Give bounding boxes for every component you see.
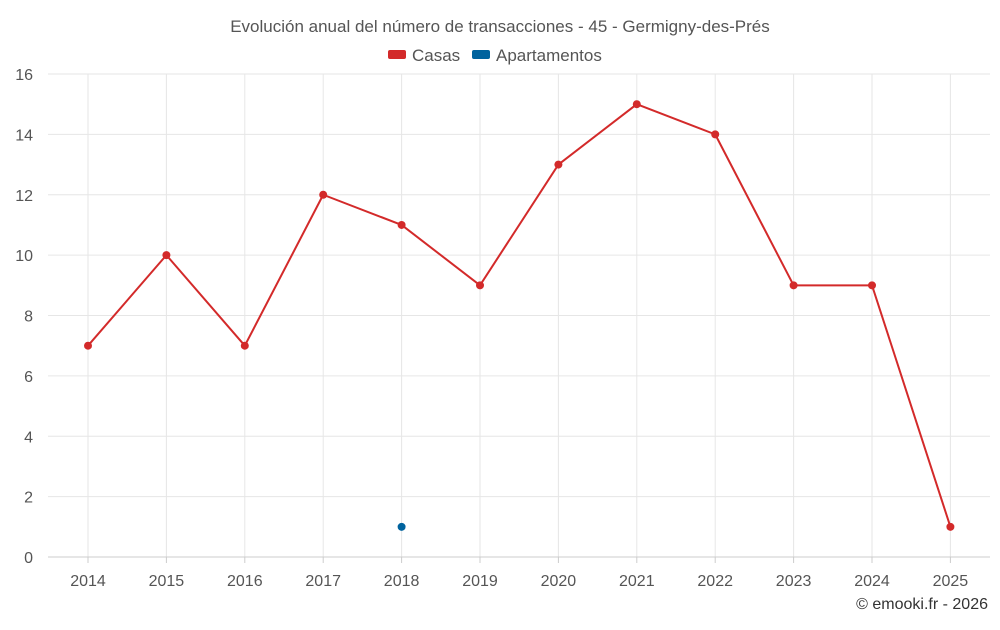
data-point[interactable] xyxy=(84,341,92,350)
data-point[interactable] xyxy=(240,341,249,350)
data-point[interactable] xyxy=(789,281,798,290)
legend-item-apartamentos[interactable]: Apartamentos xyxy=(472,46,602,65)
y-tick-label: 2 xyxy=(24,490,33,507)
x-tick-label: 2018 xyxy=(384,573,420,590)
legend-item-casas[interactable]: Casas xyxy=(388,46,460,65)
credit-label: © emooki.fr - 2026 xyxy=(856,596,988,613)
legend-swatch xyxy=(472,50,490,59)
x-tick-label: 2024 xyxy=(854,573,890,590)
data-point[interactable] xyxy=(711,130,720,139)
data-point[interactable] xyxy=(397,522,406,531)
x-tick-label: 2021 xyxy=(619,573,655,590)
legend[interactable]: Casas Apartamentos xyxy=(388,46,602,65)
x-tick-label: 2023 xyxy=(776,573,812,590)
series-layer xyxy=(84,100,955,531)
x-tick-label: 2016 xyxy=(227,573,263,590)
legend-label: Casas xyxy=(412,46,460,65)
y-tick-label: 12 xyxy=(15,188,33,205)
x-tick-label: 2025 xyxy=(933,573,969,590)
axes: 0 2 4 6 8 10 12 14 16 2014 2015 2016 2017 2018 2019 202… xyxy=(15,67,990,590)
data-point[interactable] xyxy=(946,522,955,531)
x-tick-label: 2017 xyxy=(305,573,341,590)
y-tick-label: 16 xyxy=(15,67,33,84)
data-point[interactable] xyxy=(554,160,563,169)
data-point[interactable] xyxy=(868,281,876,290)
data-point[interactable] xyxy=(476,281,484,290)
data-point[interactable] xyxy=(319,190,328,199)
y-tick-label: 4 xyxy=(24,429,33,446)
y-tick-label: 10 xyxy=(15,248,33,265)
y-tick-label: 14 xyxy=(15,127,33,144)
data-point[interactable] xyxy=(162,251,171,260)
x-tick-label: 2015 xyxy=(149,573,185,590)
x-tick-label: 2014 xyxy=(70,573,106,590)
y-tick-label: 0 xyxy=(24,550,33,567)
y-tick-label: 8 xyxy=(24,309,33,326)
grid xyxy=(48,73,990,557)
series-casas xyxy=(84,100,955,531)
legend-label: Apartamentos xyxy=(496,46,602,65)
x-tick-label: 2019 xyxy=(462,573,498,590)
x-tick-label: 2020 xyxy=(541,573,577,590)
data-point[interactable] xyxy=(632,100,641,109)
legend-swatch xyxy=(388,50,406,59)
data-point[interactable] xyxy=(397,220,406,229)
x-tick-label: 2022 xyxy=(697,573,733,590)
y-tick-label: 6 xyxy=(24,369,33,386)
chart-title: Evolución anual del número de transaccio… xyxy=(230,17,770,36)
series-apartamentos xyxy=(397,522,406,531)
series-line xyxy=(87,103,952,528)
